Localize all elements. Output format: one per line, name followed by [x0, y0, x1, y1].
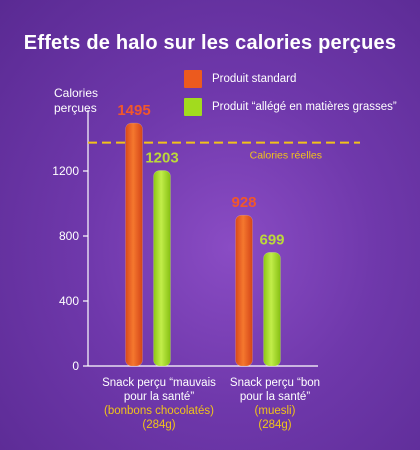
y-axis-label: Calories perçues [54, 86, 99, 115]
category-healthy-sub1: (muesli) [254, 405, 296, 417]
category-unhealthy-line1: Snack perçu “mauvais [102, 377, 216, 389]
category-label-unhealthy: Snack perçu “mauvais pour la santé” (bon… [84, 376, 234, 432]
category-healthy-line2: pour la santé” [239, 391, 311, 403]
bar-value-label-standard-1: 928 [231, 194, 256, 211]
chart-title: Effets de halo sur les calories perçues [23, 32, 397, 54]
category-healthy-sub2: (284g) [258, 419, 292, 431]
y-tick-label-1200: 1200 [52, 164, 79, 178]
bar-light-0 [153, 170, 171, 367]
category-label-healthy: Snack perçu “bon pour la santé” (muesli)… [200, 376, 350, 432]
bar-value-label-standard-0: 1495 [117, 102, 150, 119]
legend-label-light: Produit “allégé en matières grasses” [212, 101, 397, 113]
legend-item-light: Produit “allégé en matières grasses” [184, 98, 397, 116]
reference-line-label: Calories réelles [250, 150, 322, 162]
category-unhealthy-line2: pour la santé” [123, 391, 195, 403]
bar-value-label-light-0: 1203 [145, 150, 178, 167]
y-tick-label-400: 400 [59, 294, 79, 308]
y-tick-label-0: 0 [72, 359, 79, 373]
category-unhealthy-sub2: (284g) [142, 419, 176, 431]
bar-light-1 [263, 252, 281, 367]
bar-standard-0 [125, 122, 143, 367]
legend-swatch-standard [184, 70, 202, 88]
legend-swatch-light [184, 98, 202, 116]
category-healthy-line1: Snack perçu “bon [229, 377, 321, 389]
y-tick-label-800: 800 [59, 229, 79, 243]
legend-label-standard: Produit standard [212, 73, 297, 85]
bar-standard-1 [235, 214, 253, 367]
category-unhealthy-sub1: (bonbons chocolatés) [104, 405, 214, 417]
legend-item-standard: Produit standard [184, 70, 296, 88]
bar-value-label-light-1: 699 [259, 231, 284, 248]
